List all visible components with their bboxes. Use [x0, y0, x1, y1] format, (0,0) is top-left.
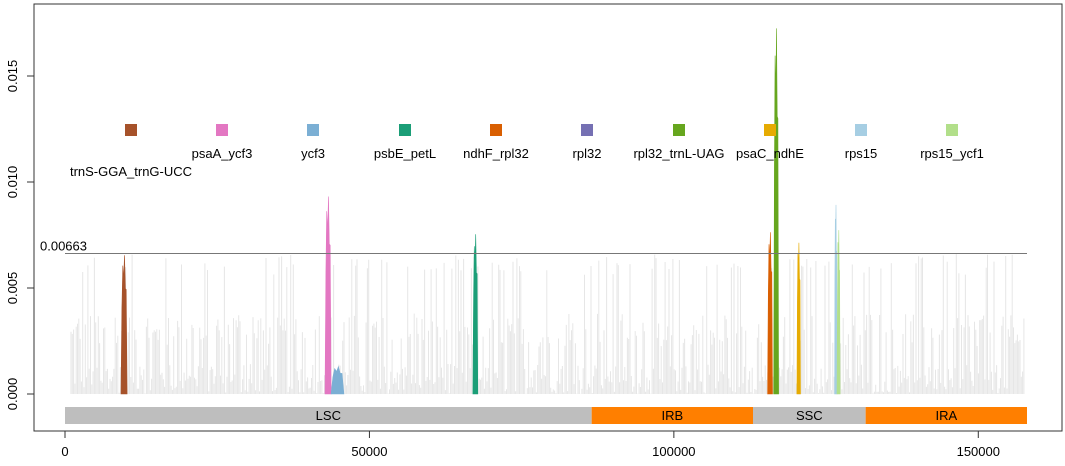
genome-region-bar: LSC IRB SSC IRA	[65, 407, 1027, 424]
legend-label-psaa-ycf3: psaA_ycf3	[192, 146, 253, 161]
legend-label-rps15-ycf1: rps15_ycf1	[920, 146, 984, 161]
region-label-lsc: LSC	[316, 408, 341, 423]
legend-label-ndhf-rpl32: ndhF_rpl32	[463, 146, 529, 161]
x-tick-label: 100000	[652, 444, 695, 459]
region-label-ira: IRA	[935, 408, 957, 423]
peak-psbe-petl	[472, 234, 479, 395]
background-variability-layer	[70, 254, 1025, 394]
legend-swatch-psbe-petl	[399, 124, 411, 136]
highlight-peaks-layer	[120, 28, 841, 395]
region-irb	[591, 407, 754, 424]
legend-label-ycf3: ycf3	[301, 146, 325, 161]
legend-label-rps15: rps15	[845, 146, 878, 161]
peak-ycf3	[330, 365, 345, 395]
region-ira	[865, 407, 1027, 424]
peak-ndhf-rpl32	[767, 232, 773, 395]
peak-trns-gga-trng-ucc	[120, 255, 128, 395]
region-label-ssc: SSC	[796, 408, 823, 423]
legend-label-rpl32-trnl-uag: rpl32_trnL-UAG	[633, 146, 724, 161]
threshold-label: 0.00663	[40, 238, 87, 253]
legend-swatch-rps15	[855, 124, 867, 136]
y-tick-label: 0.005	[5, 272, 20, 305]
peak-rps15-ycf1	[836, 230, 841, 395]
peak-psac-ndhe	[796, 242, 801, 395]
y-tick-label: 0.000	[5, 378, 20, 411]
legend-swatch-trns-gga-trng-ucc	[125, 124, 137, 136]
legend-swatch-rpl32-trnl-uag	[673, 124, 685, 136]
legend-label-psbe-petl: psbE_petL	[374, 146, 436, 161]
legend-swatch-psaa-ycf3	[216, 124, 228, 136]
legend-label-trns-gga-trng-ucc: trnS-GGA_trnG-UCC	[70, 164, 192, 179]
region-label-irb: IRB	[662, 408, 684, 423]
peak-rpl32-trnl-uag	[773, 28, 779, 395]
peak-rps15	[834, 204, 838, 395]
legend-swatch-rpl32	[581, 124, 593, 136]
legend-label-psac-ndhe: psaC_ndhE	[736, 146, 804, 161]
legend-swatch-psac-ndhe	[764, 124, 776, 136]
legend-label-rpl32: rpl32	[573, 146, 602, 161]
peak-psaa-ycf3	[324, 196, 332, 395]
y-tick-label: 0.015	[5, 60, 20, 93]
y-axis: 0.000 0.005 0.010 0.015	[5, 60, 35, 411]
legend-swatch-ycf3	[307, 124, 319, 136]
region-ssc	[753, 407, 866, 424]
x-tick-label: 50000	[351, 444, 387, 459]
legend-swatch-rps15-ycf1	[946, 124, 958, 136]
y-tick-label: 0.010	[5, 166, 20, 199]
x-tick-label: 0	[61, 444, 68, 459]
threshold-layer: 0.00663	[40, 238, 1027, 254]
legend-swatch-ndhf-rpl32	[490, 124, 502, 136]
region-lsc	[65, 407, 592, 424]
x-axis: 0 50000 100000 150000	[61, 430, 1000, 459]
background-bars	[70, 254, 1025, 394]
x-tick-label: 150000	[957, 444, 1000, 459]
